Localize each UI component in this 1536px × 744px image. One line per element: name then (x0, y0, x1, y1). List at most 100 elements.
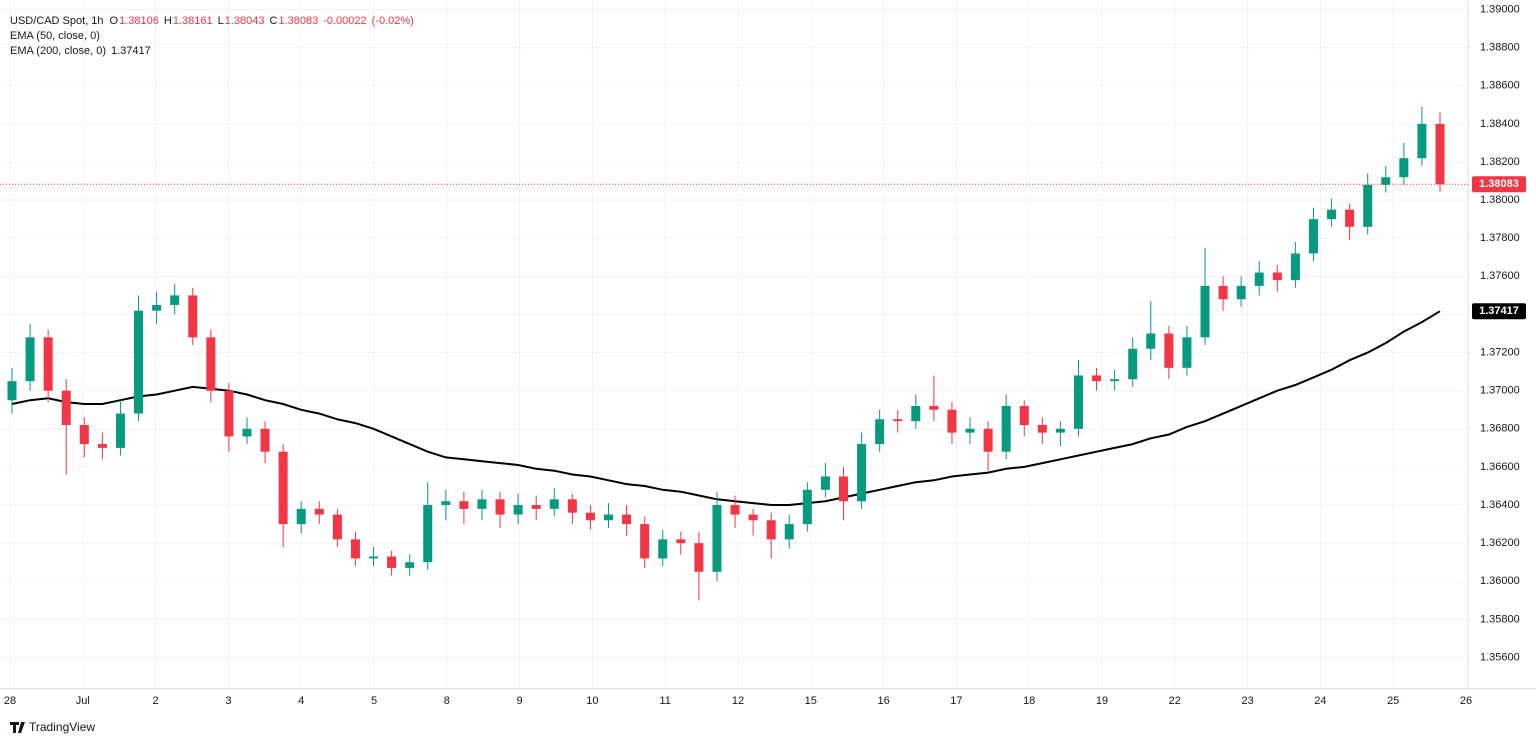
ohlc-value: 1.38161 (173, 15, 213, 27)
y-tick-label: 1.36400 (1480, 499, 1520, 511)
x-tick-label: 19 (1096, 695, 1108, 707)
candle-body (784, 524, 794, 540)
x-tick-label: 16 (877, 695, 889, 707)
x-tick-label: 22 (1169, 695, 1181, 707)
candle-body (1001, 405, 1011, 452)
candle-body (423, 505, 433, 563)
candle-body (115, 413, 125, 448)
candle-body (1182, 337, 1192, 368)
x-tick-label: 17 (950, 695, 962, 707)
x-tick-label: 18 (1023, 695, 1035, 707)
candle-body (1363, 184, 1373, 227)
candle-body (1092, 375, 1102, 382)
candle-body (658, 539, 668, 559)
ohlc-key: L (218, 15, 224, 27)
x-tick-label: 24 (1314, 695, 1326, 707)
candle-body (260, 428, 270, 452)
x-tick-label: 28 (4, 695, 16, 707)
candle-body (495, 499, 505, 515)
y-tick-label: 1.36800 (1480, 423, 1520, 435)
candle-body (332, 514, 342, 540)
candle-body (296, 508, 306, 525)
candle-body (567, 499, 577, 513)
candle-body (676, 539, 686, 544)
candle-body (802, 489, 812, 525)
y-tick-label: 1.37800 (1480, 232, 1520, 244)
candle-body (350, 539, 360, 559)
candle-body (712, 505, 722, 572)
change-value: -0.00022 (323, 15, 366, 27)
candle-body (1435, 123, 1445, 185)
y-tick-label: 1.38000 (1480, 194, 1520, 206)
candle-body (513, 505, 523, 515)
x-tick-label: 23 (1241, 695, 1253, 707)
ohlc-value: 1.38106 (119, 15, 159, 27)
candle-body (477, 499, 487, 509)
candle-body (1399, 158, 1409, 178)
plot (0, 106, 1468, 601)
candle-body (278, 451, 288, 525)
change-percent: (-0.02%) (372, 15, 414, 27)
ohlc-key: H (164, 15, 172, 27)
candle-body (1254, 272, 1264, 286)
candle-body (820, 476, 830, 490)
candle-body (25, 337, 35, 382)
candle-body (929, 405, 939, 410)
candle-body (152, 304, 162, 311)
y-tick-label: 1.38400 (1480, 118, 1520, 130)
x-tick-label: 25 (1387, 695, 1399, 707)
axes: 1.35600 1.35800 1.36000 1.36200 1.36400 1.366… (4, 3, 1526, 707)
candle-body (694, 543, 704, 572)
candle-body (1037, 424, 1047, 433)
candle-body (1381, 177, 1391, 185)
x-tick-label: 12 (732, 695, 744, 707)
candle-body (1110, 379, 1120, 382)
candle-body (1055, 428, 1065, 433)
candle-body (459, 501, 469, 509)
y-tick-label: 1.35800 (1480, 613, 1520, 625)
indicator-label: EMA (50, close, 0) (10, 30, 100, 42)
ohlc-key: O (110, 15, 119, 27)
y-tick-label: 1.37200 (1480, 346, 1520, 358)
y-tick-label: 1.39000 (1480, 3, 1520, 15)
last-price-label: 1.38083 (1479, 178, 1519, 190)
ohlc-key: C (269, 15, 277, 27)
candle-body (7, 381, 17, 401)
candle-body (911, 405, 921, 422)
y-tick-label: 1.38600 (1480, 80, 1520, 92)
x-tick-label: 5 (371, 695, 377, 707)
brand-name: TradingView (29, 720, 95, 734)
x-tick-label: 10 (586, 695, 598, 707)
y-tick-label: 1.35600 (1480, 651, 1520, 663)
candle-body (893, 419, 903, 422)
brand-logo (10, 722, 25, 733)
y-tick-label: 1.36000 (1480, 575, 1520, 587)
candle-body (441, 501, 451, 506)
candle-body (314, 508, 324, 515)
candle-body (1417, 123, 1427, 159)
candle-body (1308, 219, 1318, 254)
x-tick-label: 26 (1460, 695, 1472, 707)
candle-body (622, 514, 632, 525)
legend: USD/CAD Spot, 1h EMA (50, close, 0) EMA … (10, 15, 414, 57)
chart-title: USD/CAD Spot, 1h (10, 15, 104, 27)
indicator-label: EMA (200, close, 0) (10, 45, 106, 57)
candle-body (188, 295, 198, 338)
grid (0, 0, 1468, 688)
candle-body (531, 505, 541, 509)
y-tick-label: 1.36600 (1480, 461, 1520, 473)
candle-body (1327, 209, 1337, 220)
candle-body (387, 556, 397, 568)
ema-tag (1472, 303, 1526, 320)
ohlc-value: 1.38083 (278, 15, 318, 27)
candle-body (838, 476, 848, 502)
candle-body (134, 310, 144, 414)
y-tick-label: 1.37600 (1480, 270, 1520, 282)
candle-body (947, 409, 957, 433)
candle-body (875, 419, 885, 445)
x-tick-label: 15 (805, 695, 817, 707)
candle-body (730, 505, 740, 515)
y-tick-label: 1.36200 (1480, 537, 1520, 549)
